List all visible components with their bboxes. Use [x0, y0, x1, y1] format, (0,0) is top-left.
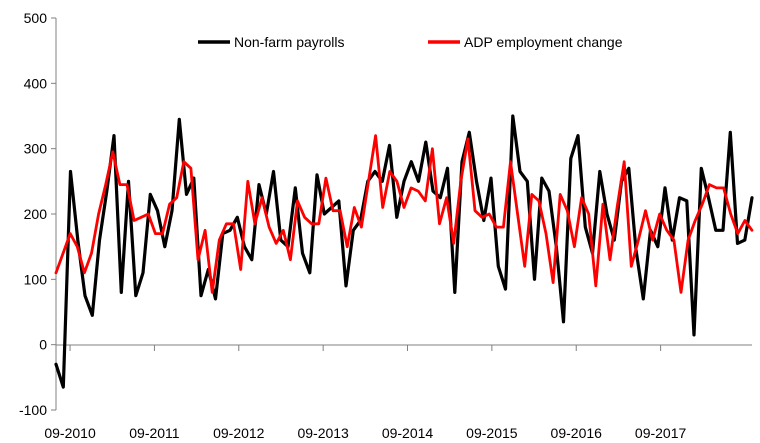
- x-axis-labels: 09-2010 09-2011 09-2012 09-2013 09-2014 09-20…: [44, 425, 686, 441]
- y-tick-label: 200: [24, 206, 48, 222]
- x-tick-label: 09-2017: [635, 425, 687, 441]
- series-layer: [54, 114, 754, 389]
- series-line-adp-employment-change: [54, 134, 754, 294]
- x-tick-label: 09-2015: [466, 425, 518, 441]
- y-tick-label: -100: [19, 402, 47, 418]
- y-axis-labels: 500 400 300 200 100 0 -100: [19, 10, 47, 418]
- x-tick-label: 09-2011: [129, 425, 180, 441]
- y-tick-label: 0: [39, 337, 47, 353]
- x-tick-label: 09-2012: [213, 425, 265, 441]
- series-line-non-farm-payrolls: [54, 114, 754, 389]
- legend-label: Non-farm payrolls: [234, 34, 344, 50]
- y-tick-label: 300: [24, 141, 48, 157]
- y-tick-label: 100: [24, 271, 48, 287]
- x-tick-label: 09-2010: [44, 425, 96, 441]
- x-tick-label: 09-2013: [297, 425, 349, 441]
- axes: [51, 17, 752, 411]
- y-tick-label: 500: [24, 10, 48, 26]
- y-tick-label: 400: [24, 75, 48, 91]
- legend: Non-farm payrolls ADP employment change: [198, 34, 623, 50]
- x-tick-label: 09-2014: [382, 425, 434, 441]
- legend-label: ADP employment change: [464, 34, 623, 50]
- x-tick-label: 09-2016: [551, 425, 603, 441]
